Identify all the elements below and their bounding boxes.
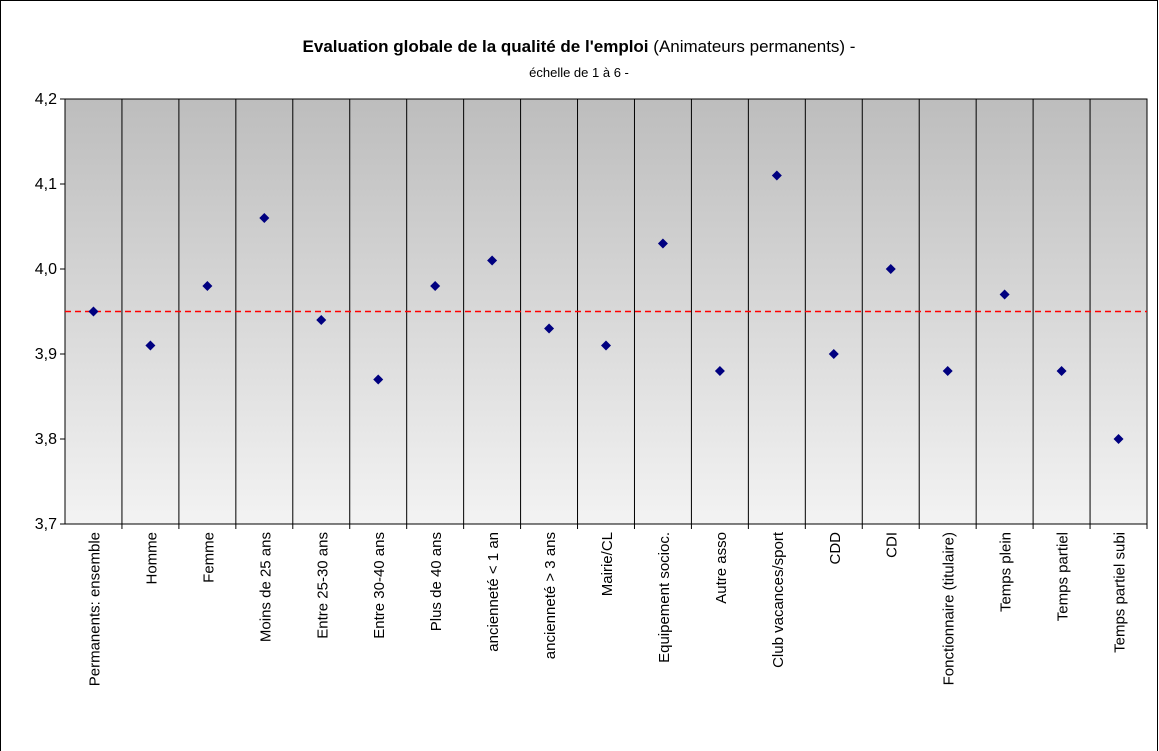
y-tick-label: 3,9 bbox=[35, 346, 57, 363]
data-point bbox=[1113, 434, 1124, 444]
data-point bbox=[430, 281, 441, 291]
x-tick-label: CDI bbox=[884, 532, 901, 558]
y-tick-label: 3,7 bbox=[35, 516, 57, 533]
data-point bbox=[1056, 366, 1067, 376]
x-tick-label: Club vacances/sport bbox=[770, 531, 787, 668]
y-tick-label: 4,0 bbox=[35, 261, 57, 278]
data-point bbox=[999, 289, 1010, 300]
data-point bbox=[145, 340, 156, 351]
data-point bbox=[544, 323, 555, 334]
y-tick-label: 4,2 bbox=[35, 91, 57, 108]
x-tick-label: Fonctionnaire (titulaire) bbox=[941, 532, 958, 685]
data-point bbox=[657, 238, 668, 249]
x-tick-label: Entre 30-40 ans bbox=[371, 532, 388, 639]
data-point bbox=[601, 340, 611, 351]
data-point bbox=[942, 366, 953, 376]
y-tick-label: 3,8 bbox=[35, 431, 57, 448]
data-point bbox=[88, 306, 99, 317]
x-tick-label: Moins de 25 ans bbox=[257, 532, 274, 642]
x-tick-label: Plus de 40 ans bbox=[428, 532, 445, 631]
x-tick-label: Entre 25-30 ans bbox=[314, 532, 331, 639]
y-tick-label: 4,1 bbox=[35, 176, 57, 193]
x-tick-label: Autre asso bbox=[713, 532, 730, 604]
data-point bbox=[487, 255, 498, 266]
x-tick-label: Mairie/CL bbox=[599, 532, 616, 596]
data-point bbox=[714, 366, 725, 376]
x-tick-label: Equipement socioc. bbox=[656, 532, 673, 663]
x-tick-label: ancienneté > 3 ans bbox=[542, 532, 559, 659]
data-point bbox=[373, 374, 384, 385]
x-tick-label: CDD bbox=[827, 532, 844, 565]
x-tick-label: Femme bbox=[200, 532, 217, 583]
x-tick-label: Temps partiel subi bbox=[1112, 532, 1129, 653]
x-tick-label: ancienneté < 1 an bbox=[485, 532, 502, 652]
data-point bbox=[828, 349, 839, 359]
title-bold: Evaluation globale de la qualité de l'em… bbox=[303, 37, 649, 56]
data-point bbox=[771, 170, 782, 181]
chart-title: Evaluation globale de la qualité de l'em… bbox=[303, 37, 856, 56]
x-tick-label: Temps plein bbox=[998, 532, 1015, 612]
data-point bbox=[259, 213, 270, 223]
data-point bbox=[885, 264, 896, 274]
title-suffix: (Animateurs permanents) - bbox=[653, 37, 855, 56]
chart-subtitle: échelle de 1 à 6 - bbox=[529, 65, 629, 80]
x-tick-label: Temps partiel bbox=[1055, 532, 1072, 621]
x-tick-label: Permanents: ensemble bbox=[86, 532, 103, 686]
x-tick-label: Homme bbox=[143, 532, 160, 585]
data-point bbox=[202, 281, 213, 291]
data-point bbox=[316, 315, 327, 325]
